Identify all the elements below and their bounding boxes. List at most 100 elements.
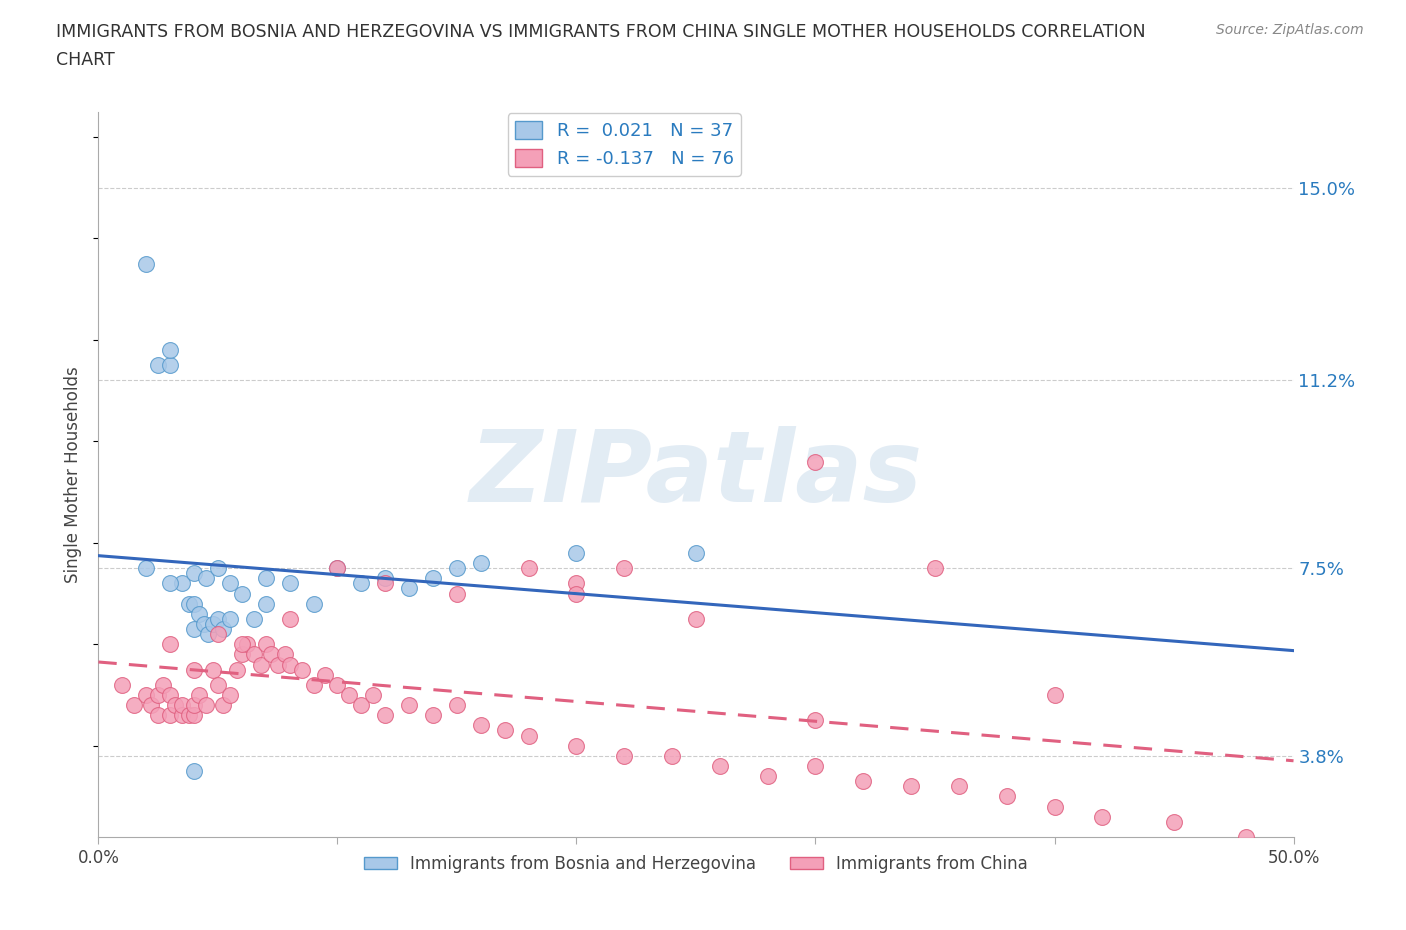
Point xyxy=(565,546,588,561)
Point xyxy=(159,687,181,702)
Point xyxy=(1043,799,1066,814)
Point xyxy=(326,677,349,692)
Point xyxy=(183,708,205,723)
Point xyxy=(900,778,922,793)
Text: IMMIGRANTS FROM BOSNIA AND HERZEGOVINA VS IMMIGRANTS FROM CHINA SINGLE MOTHER HO: IMMIGRANTS FROM BOSNIA AND HERZEGOVINA V… xyxy=(56,23,1146,41)
Point xyxy=(254,571,277,586)
Point xyxy=(219,687,242,702)
Point xyxy=(446,698,468,712)
Point xyxy=(250,658,273,672)
Point xyxy=(193,617,215,631)
Point xyxy=(172,576,194,591)
Point xyxy=(207,677,229,692)
Text: CHART: CHART xyxy=(56,51,115,69)
Point xyxy=(159,358,181,373)
Point xyxy=(291,662,314,677)
Point xyxy=(211,698,233,712)
Point xyxy=(152,677,174,692)
Point xyxy=(183,764,205,778)
Point xyxy=(565,576,588,591)
Point xyxy=(211,621,233,636)
Point xyxy=(470,718,492,733)
Point xyxy=(231,586,253,601)
Point xyxy=(179,708,201,723)
Point xyxy=(613,749,636,764)
Point xyxy=(924,561,946,576)
Point xyxy=(685,546,707,561)
Point xyxy=(207,561,229,576)
Point xyxy=(183,621,205,636)
Point xyxy=(124,698,146,712)
Point xyxy=(135,687,157,702)
Point xyxy=(446,561,468,576)
Point xyxy=(274,647,297,662)
Point xyxy=(1043,687,1066,702)
Point xyxy=(398,581,420,596)
Point xyxy=(183,565,205,580)
Point xyxy=(565,738,588,753)
Point xyxy=(685,611,707,626)
Point xyxy=(804,759,827,774)
Point xyxy=(111,677,134,692)
Point xyxy=(135,257,157,272)
Point xyxy=(613,561,636,576)
Point xyxy=(995,789,1018,804)
Point xyxy=(517,561,540,576)
Point xyxy=(148,358,170,373)
Point xyxy=(374,571,396,586)
Text: ZIPatlas: ZIPatlas xyxy=(470,426,922,523)
Point xyxy=(565,586,588,601)
Y-axis label: Single Mother Households: Single Mother Households xyxy=(65,365,83,583)
Point xyxy=(243,647,266,662)
Legend: Immigrants from Bosnia and Herzegovina, Immigrants from China: Immigrants from Bosnia and Herzegovina, … xyxy=(357,848,1035,880)
Point xyxy=(163,698,186,712)
Point xyxy=(195,571,218,586)
Point xyxy=(709,759,731,774)
Point xyxy=(172,708,194,723)
Point xyxy=(302,596,325,611)
Point xyxy=(350,698,373,712)
Point xyxy=(159,708,181,723)
Point xyxy=(259,647,281,662)
Point xyxy=(135,561,157,576)
Point xyxy=(517,728,540,743)
Point xyxy=(183,596,205,611)
Point xyxy=(852,774,875,789)
Point xyxy=(661,749,683,764)
Point xyxy=(148,708,170,723)
Point xyxy=(374,708,396,723)
Point xyxy=(1163,815,1185,830)
Point xyxy=(470,555,492,570)
Point xyxy=(1091,809,1114,824)
Point xyxy=(202,617,225,631)
Point xyxy=(339,687,361,702)
Point xyxy=(172,698,194,712)
Point xyxy=(948,778,970,793)
Point xyxy=(350,576,373,591)
Point xyxy=(219,611,242,626)
Point xyxy=(139,698,162,712)
Point xyxy=(267,658,290,672)
Point xyxy=(219,576,242,591)
Point xyxy=(197,627,219,642)
Point xyxy=(226,662,249,677)
Point xyxy=(326,561,349,576)
Point xyxy=(804,454,827,469)
Point xyxy=(254,596,277,611)
Point xyxy=(326,561,349,576)
Point xyxy=(374,576,396,591)
Point xyxy=(278,658,301,672)
Point xyxy=(187,606,209,621)
Point xyxy=(231,647,253,662)
Point xyxy=(148,687,170,702)
Point xyxy=(302,677,325,692)
Point xyxy=(159,576,181,591)
Point xyxy=(235,637,257,652)
Point xyxy=(278,576,301,591)
Point xyxy=(243,611,266,626)
Point xyxy=(187,687,209,702)
Point xyxy=(494,723,516,737)
Point xyxy=(315,667,337,682)
Point xyxy=(179,596,201,611)
Point xyxy=(183,698,205,712)
